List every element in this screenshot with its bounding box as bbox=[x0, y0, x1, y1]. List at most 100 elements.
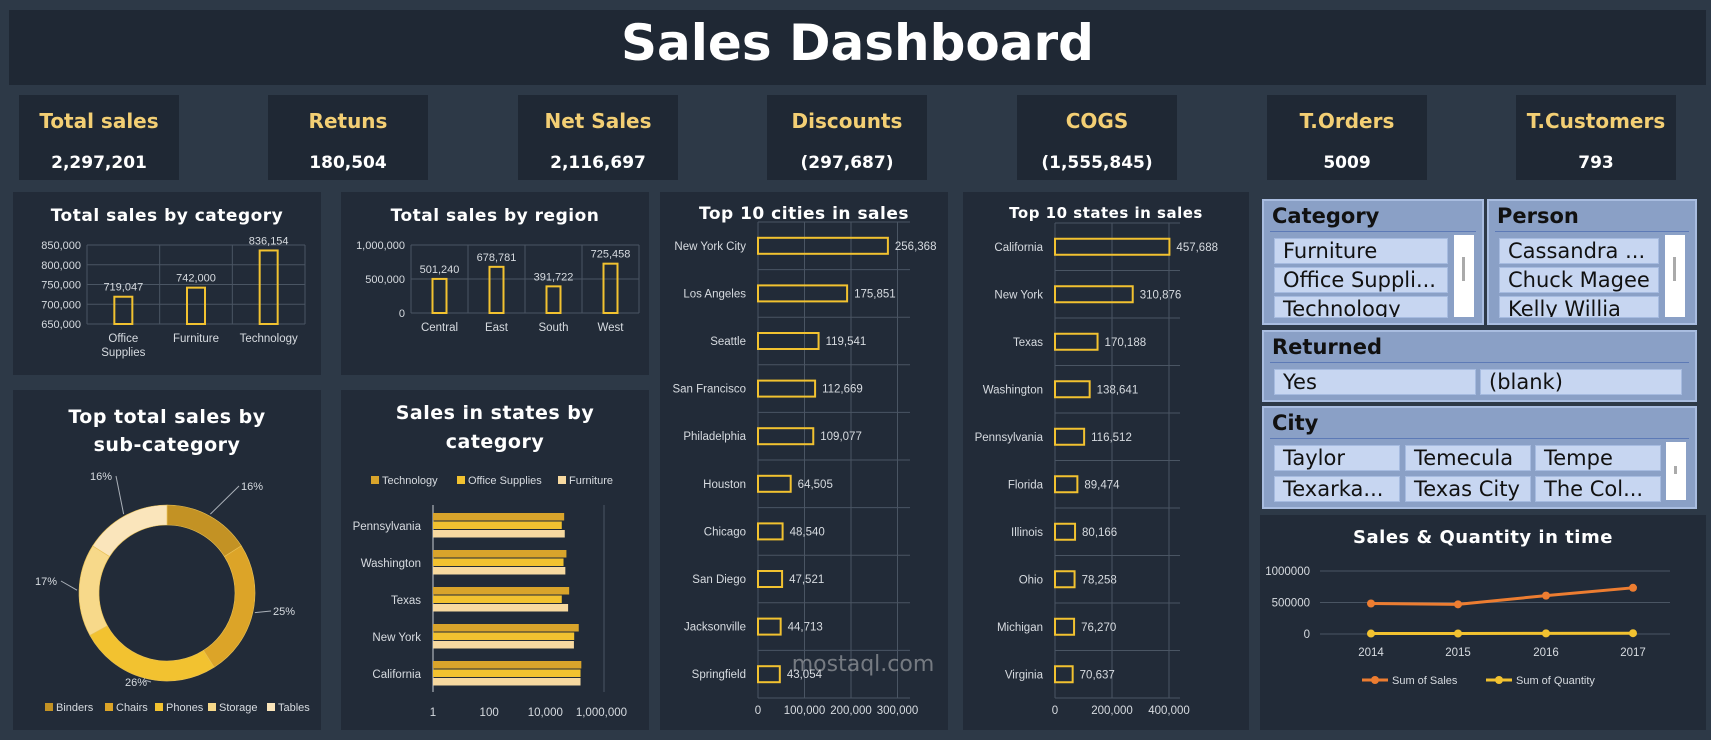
kpi-value: (297,687) bbox=[800, 153, 894, 173]
chart-title-line-1: Top total sales by bbox=[68, 406, 266, 428]
data-label: 678,781 bbox=[477, 252, 517, 264]
data-label: 112,669 bbox=[822, 384, 863, 396]
legend-label: Chairs bbox=[116, 702, 148, 714]
legend-swatch bbox=[155, 703, 163, 711]
bar bbox=[431, 277, 448, 314]
bar bbox=[433, 550, 567, 558]
series-point bbox=[1629, 629, 1637, 638]
kpi-label: T.Customers bbox=[1526, 109, 1666, 133]
slicer-item-blank[interactable]: (blank) bbox=[1480, 369, 1682, 395]
data-label: 17% bbox=[35, 576, 57, 588]
slicer-item-yes[interactable]: Yes bbox=[1274, 369, 1476, 395]
x-tick-label: 1,000,000 bbox=[576, 707, 627, 719]
series-point bbox=[1454, 629, 1462, 638]
bar bbox=[1054, 617, 1076, 636]
bar bbox=[602, 262, 619, 314]
y-tick-label: 800,000 bbox=[41, 260, 81, 272]
category-slicer: Category Furniture Office Suppli... Tech… bbox=[1262, 199, 1484, 325]
category-chart-panel: Total sales by category 850,000 800,000 75… bbox=[13, 192, 321, 375]
pie-slice bbox=[203, 545, 256, 668]
category-label: Pennsylvania bbox=[975, 432, 1044, 444]
slicer-item-kelly-williams[interactable]: Kelly Willia bbox=[1499, 296, 1659, 318]
kpi-returns: Retuns 180,504 bbox=[268, 95, 428, 180]
legend-label: Technology bbox=[382, 475, 438, 487]
category-label: Technology bbox=[240, 333, 298, 345]
x-tick-label: 2016 bbox=[1533, 647, 1559, 659]
data-label: 78,258 bbox=[1082, 574, 1117, 586]
slicer-item-office-supplies[interactable]: Office Suppli... bbox=[1274, 267, 1448, 293]
slicer-item-technology[interactable]: Technology bbox=[1274, 296, 1448, 318]
cities-chart-panel: Top 10 cities in sales 0 100,000 200,000 30… bbox=[660, 192, 948, 730]
x-tick-label: 0 bbox=[1052, 705, 1058, 717]
region-chart-panel: Total sales by region 1,000,000 500,000 0 5… bbox=[341, 192, 649, 375]
slicer-divider bbox=[1495, 231, 1689, 232]
legend-swatch bbox=[558, 476, 566, 484]
data-label: 457,688 bbox=[1176, 242, 1218, 254]
legend-label: Tables bbox=[278, 702, 310, 714]
kpi-value: 793 bbox=[1578, 153, 1614, 173]
slicer-item-furniture[interactable]: Furniture bbox=[1274, 238, 1448, 264]
data-label: 725,458 bbox=[591, 249, 631, 261]
legend-swatch bbox=[105, 703, 113, 711]
bar bbox=[1054, 332, 1099, 351]
legend-swatch bbox=[45, 703, 53, 711]
category-label: Houston bbox=[703, 479, 746, 491]
time-chart: 1000000 500000 0 2014 2015 2016 2017 Sum of Sal… bbox=[1265, 566, 1670, 687]
kpi-label: T.Orders bbox=[1299, 109, 1395, 133]
category-label: Springfield bbox=[692, 669, 746, 681]
x-tick-label: 0 bbox=[755, 705, 761, 717]
bar bbox=[757, 427, 815, 446]
series-point bbox=[1629, 583, 1637, 592]
pie-slice bbox=[89, 625, 215, 682]
y-tick-label: 750,000 bbox=[41, 280, 81, 292]
chart-title: Sales & Quantity in time bbox=[1353, 527, 1613, 548]
x-tick-label: 2017 bbox=[1620, 647, 1646, 659]
slicer-header: Returned bbox=[1272, 335, 1382, 359]
bar bbox=[433, 624, 579, 632]
slicer-scrollbar[interactable] bbox=[1666, 442, 1686, 500]
kpi-total-sales: Total sales 2,297,201 bbox=[19, 95, 179, 180]
slicer-item-the-colony[interactable]: The Col... bbox=[1535, 476, 1661, 502]
data-label: 109,077 bbox=[820, 431, 862, 443]
category-label: San Francisco bbox=[672, 384, 746, 396]
slicer-scrollbar[interactable] bbox=[1665, 235, 1685, 317]
slicer-item-taylor[interactable]: Taylor bbox=[1274, 445, 1400, 471]
legend-label: Office Supplies bbox=[468, 475, 542, 487]
category-label: Los Angeles bbox=[683, 288, 746, 300]
bar bbox=[757, 236, 889, 255]
pie-slice bbox=[92, 504, 168, 557]
data-label: 89,474 bbox=[1084, 479, 1120, 491]
slicer-header: City bbox=[1272, 411, 1319, 435]
kpi-value: 180,504 bbox=[309, 153, 387, 173]
y-tick-label: 1000000 bbox=[1265, 566, 1310, 578]
bar bbox=[258, 249, 279, 325]
bar bbox=[433, 641, 574, 649]
category-label: Ohio bbox=[1019, 574, 1043, 586]
kpi-total-orders: T.Orders 5009 bbox=[1267, 95, 1427, 180]
category-label: California bbox=[994, 242, 1043, 254]
category-label: New York bbox=[372, 632, 421, 644]
bar bbox=[757, 379, 817, 398]
series-line bbox=[1370, 586, 1634, 606]
data-label: 44,713 bbox=[788, 622, 823, 634]
series-point bbox=[1542, 591, 1550, 600]
category-label: Supplies bbox=[101, 347, 145, 359]
y-tick-label: 850,000 bbox=[41, 240, 81, 252]
slicer-scrollbar[interactable] bbox=[1454, 235, 1474, 317]
slicer-item-tempe[interactable]: Tempe bbox=[1535, 445, 1661, 471]
chart-title: Top 10 cities in sales bbox=[698, 204, 910, 224]
cities-chart: 0 100,000 200,000 300,000 256,368 New York Ci… bbox=[672, 221, 936, 717]
data-label: 501,240 bbox=[420, 264, 460, 276]
slicer-item-chuck-magee[interactable]: Chuck Magee bbox=[1499, 267, 1659, 293]
slicer-item-texas-city[interactable]: Texas City bbox=[1405, 476, 1531, 502]
slicer-item-cassandra[interactable]: Cassandra ... bbox=[1499, 238, 1659, 264]
category-label: Chicago bbox=[704, 526, 746, 538]
data-label: 391,722 bbox=[534, 271, 574, 283]
bar bbox=[757, 617, 782, 636]
slicer-item-temecula[interactable]: Temecula bbox=[1405, 445, 1531, 471]
x-tick-label: 1 bbox=[430, 707, 436, 719]
y-tick-label: 0 bbox=[399, 308, 405, 320]
legend-label: Binders bbox=[56, 702, 94, 714]
category-label: New York bbox=[994, 289, 1043, 301]
slicer-item-texarkana[interactable]: Texarka... bbox=[1274, 476, 1400, 502]
